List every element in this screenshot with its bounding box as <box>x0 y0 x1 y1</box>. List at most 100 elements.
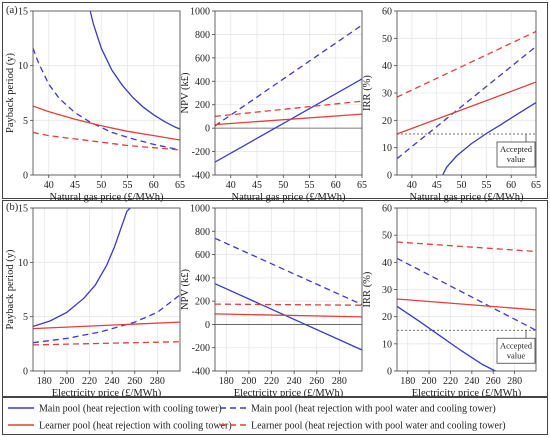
y-tick-label: 1000 <box>190 7 210 18</box>
x-tick-label: 240 <box>105 376 120 387</box>
series-line-red-dash <box>397 30 536 98</box>
series-group <box>33 11 180 151</box>
x-tick-label: 220 <box>82 376 97 387</box>
x-tick-label: 50 <box>96 180 106 191</box>
x-axis-label: Natural gas price (£/MWh) <box>50 192 165 203</box>
accepted-value-box <box>496 141 536 168</box>
series-line-blue-solid <box>442 102 536 175</box>
y-tick-label: 40 <box>382 61 392 72</box>
series-line-blue-solid <box>215 283 362 351</box>
legend-label: Learner pool (heat rejection with coolin… <box>39 421 232 432</box>
y-tick-label: 15 <box>18 204 28 215</box>
x-tick-label: 55 <box>305 180 315 191</box>
y-tick-label: 20 <box>382 312 392 323</box>
x-axis-label: Natural gas price (£/MWh) <box>232 192 347 203</box>
y-tick-label: 400 <box>195 273 210 284</box>
x-tick-label: 180 <box>400 376 415 387</box>
x-tick-label: 55 <box>481 180 491 191</box>
y-axis-label: IRR (%) <box>362 271 373 307</box>
y-tick-label: 1000 <box>190 204 210 215</box>
chart-panel-b2: 180 200 220 240 260 280 -400 -200 0 200 400 600 800 1… <box>180 204 363 399</box>
y-tick-label: 0 <box>23 367 28 378</box>
x-tick-label: 60 <box>506 180 516 191</box>
x-tick-label: 220 <box>443 376 458 387</box>
x-tick-label: 45 <box>252 180 262 191</box>
x-tick-label: 60 <box>149 180 159 191</box>
legend-item: Learner pool (heat rejection with pool w… <box>220 421 506 432</box>
y-tick-label: 15 <box>18 7 28 18</box>
accepted-value-label: value <box>507 350 526 360</box>
x-tick-label: 65 <box>357 180 367 191</box>
series-line-blue-dash <box>33 47 180 151</box>
series-line-blue-dash <box>33 294 180 344</box>
plot-frame <box>32 207 181 372</box>
y-tick-label: 0 <box>387 171 392 182</box>
series-group <box>397 241 536 371</box>
y-tick-label: 50 <box>382 231 392 242</box>
x-tick-label: 180 <box>37 376 52 387</box>
x-tick-label: 200 <box>422 376 437 387</box>
y-tick-label: 5 <box>23 312 28 323</box>
x-tick-label: 260 <box>486 376 501 387</box>
x-tick-label: 45 <box>432 180 442 191</box>
y-tick-label: 10 <box>18 258 28 269</box>
x-axis-label: Electricity price (£/MWh) <box>234 388 344 399</box>
y-tick-label: -200 <box>192 343 210 354</box>
series-line-red-solid <box>397 81 536 135</box>
y-tick-label: 30 <box>382 89 392 100</box>
x-tick-label: 40 <box>407 180 417 191</box>
legend: Main pool (heat rejection with cooling t… <box>2 397 548 435</box>
panel-rows <box>2 2 548 397</box>
x-tick-label: 280 <box>332 376 347 387</box>
chart-panel-a2: 40 45 50 55 60 65 -400 -200 0 200 400 600 800 1000 Nat… <box>180 7 367 204</box>
y-tick-label: 0 <box>205 320 210 331</box>
series-group <box>397 30 536 175</box>
chart-panel-a1: 40 45 50 55 60 65 0 5 10 15 Natural gas price (£/M… <box>5 5 185 203</box>
chart-panel-b1: 180 200 220 240 260 280 0 5 10 15 Electricity pric… <box>5 202 181 399</box>
y-tick-label: 0 <box>23 171 28 182</box>
row-frame <box>2 200 548 397</box>
row-label: (a) <box>6 5 18 16</box>
x-axis-label: Electricity price (£/MWh) <box>52 388 162 399</box>
y-tick-label: 800 <box>195 227 210 238</box>
y-axis-label: IRR (%) <box>362 75 373 111</box>
x-tick-label: 240 <box>464 376 479 387</box>
y-tick-label: 400 <box>195 77 210 88</box>
y-tick-label: 40 <box>382 258 392 269</box>
series-group <box>215 237 362 351</box>
series-line-red-solid <box>215 313 362 318</box>
legend-item: Main pool (heat rejection with cooling t… <box>8 404 222 415</box>
y-tick-label: 600 <box>195 53 210 64</box>
series-group <box>33 208 180 346</box>
x-axis-label: Electricity price (£/MWh) <box>412 388 522 399</box>
series-line-blue-solid <box>215 78 362 163</box>
accepted-value-label: Accepted <box>500 144 533 154</box>
x-tick-label: 280 <box>507 376 522 387</box>
series-group <box>215 24 362 163</box>
y-tick-label: -400 <box>192 367 210 378</box>
x-tick-label: 40 <box>44 180 54 191</box>
series-line-red-solid <box>33 105 180 141</box>
x-tick-label: 260 <box>309 376 324 387</box>
y-tick-label: 200 <box>195 297 210 308</box>
accepted-value-label: value <box>507 154 526 164</box>
y-tick-label: 10 <box>382 339 392 350</box>
legend-item: Learner pool (heat rejection with coolin… <box>8 421 232 432</box>
x-tick-label: 200 <box>241 376 256 387</box>
plot-frame <box>214 207 363 372</box>
y-tick-label: 5 <box>23 116 28 127</box>
series-line-red-dash <box>33 341 180 346</box>
y-tick-label: 20 <box>382 116 392 127</box>
series-line-blue-solid <box>397 305 496 371</box>
x-tick-label: 180 <box>219 376 234 387</box>
y-tick-label: 30 <box>382 285 392 296</box>
accepted-value-label: Accepted <box>500 340 533 350</box>
y-tick-label: 60 <box>382 204 392 215</box>
legend-label: Main pool (heat rejection with pool wate… <box>251 404 496 415</box>
y-tick-label: -200 <box>192 147 210 158</box>
y-tick-label: 0 <box>205 124 210 135</box>
series-line-blue-solid <box>89 11 180 130</box>
x-tick-label: 60 <box>331 180 341 191</box>
x-tick-label: 220 <box>264 376 279 387</box>
